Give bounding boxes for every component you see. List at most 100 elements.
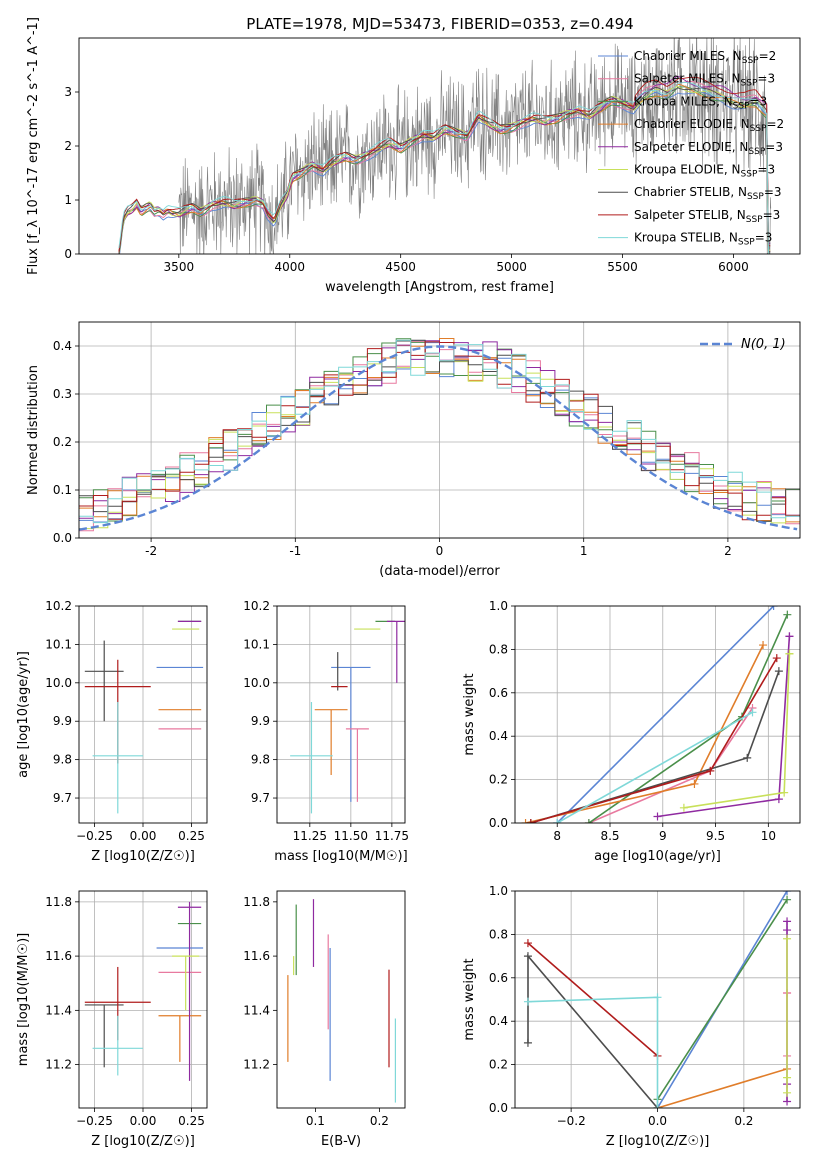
series-line: [656, 899, 788, 1100]
errorbar-point: [158, 1015, 202, 1062]
legend-label-sub: SSP: [748, 147, 765, 157]
errorbar-point: [290, 702, 333, 814]
x-tick-label: 6000: [718, 260, 749, 274]
plot-area: [287, 899, 396, 1103]
legend-label-suffix: =2: [766, 117, 784, 131]
y-tick-label: 1.0: [489, 884, 508, 898]
y-tick-label: 0.4: [489, 729, 508, 743]
y-tick-label: 0.6: [489, 686, 508, 700]
x-tick-label: 11.50: [334, 829, 368, 843]
series-marker: [783, 934, 792, 943]
y-tick-label: 3: [64, 85, 72, 99]
legend-label-text: Chabrier MILES, N: [634, 49, 742, 63]
series-marker: [783, 891, 792, 895]
x-tick-label: 11.75: [375, 829, 409, 843]
errorbar-point: [92, 1015, 143, 1076]
spectrum-model-line: [118, 86, 771, 254]
y-axis-label: age [log10(age/yr)]: [16, 651, 31, 778]
spectrum-model-line: [118, 82, 771, 254]
series-marker: [783, 917, 792, 926]
legend-label-sub: SSP: [747, 192, 764, 202]
series-marker: [783, 1088, 792, 1097]
plot-area: [290, 620, 405, 814]
legend-label-sub: SSP: [741, 79, 758, 89]
legend-label-text: Salpeter ELODIE, N: [634, 140, 748, 154]
histogram-step-line: [79, 339, 800, 524]
series-marker: [783, 1073, 792, 1082]
legend-label-suffix: =3: [750, 94, 768, 108]
y-tick-label: 0.0: [489, 1101, 508, 1115]
axes-frame: [78, 37, 801, 255]
legend-label-suffix: =3: [755, 231, 773, 245]
x-axis-label: Z [log10(Z/Z☉)]: [91, 1134, 195, 1149]
series-marker: [523, 997, 532, 1006]
histogram-step-line: [79, 339, 800, 522]
x-tick-label: 8: [553, 829, 561, 843]
x-tick-label: 0.1: [306, 1114, 325, 1128]
legend-label: Chabrier ELODIE, NSSP=2: [634, 117, 784, 134]
x-axis-label: (data-model)/error: [379, 564, 500, 579]
y-tick-label: 10.1: [243, 637, 270, 651]
y-tick-label: 9.9: [251, 714, 270, 728]
legend-label-text: Kroupa STELIB, N: [634, 231, 738, 245]
legend-label: Chabrier MILES, NSSP=2: [634, 49, 776, 66]
legend-label-suffix: =3: [757, 163, 775, 177]
series-marker: [690, 779, 699, 788]
series-marker: [783, 926, 792, 935]
x-axis-label: wavelength [Angstrom, rest frame]: [325, 280, 554, 295]
legend-label-suffix: =2: [759, 49, 777, 63]
x-tick-label: −0.25: [76, 1114, 113, 1128]
y-tick-label: 11.4: [45, 1003, 72, 1017]
plot-area: [84, 620, 204, 814]
x-tick-label: 9: [659, 829, 667, 843]
x-tick-label: −0.25: [76, 829, 113, 843]
legend-label-suffix: =3: [765, 140, 783, 154]
legend-label: Salpeter STELIB, NSSP=3: [634, 208, 780, 225]
series-marker: [584, 819, 593, 823]
legend-label-sub: SSP: [750, 124, 767, 134]
y-tick-label: 0.6: [489, 971, 508, 985]
y-axis-label: Normed distribution: [26, 365, 41, 495]
series-marker: [783, 895, 792, 904]
y-tick-label: 11.8: [45, 895, 72, 909]
legend-label-text: Chabrier ELODIE, N: [634, 117, 750, 131]
y-tick-label: 1.0: [489, 599, 508, 613]
legend-label-sub: SSP: [738, 238, 755, 248]
series-marker: [553, 819, 562, 823]
series-marker: [748, 708, 757, 717]
series-marker: [783, 610, 792, 619]
series-line: [657, 1068, 788, 1108]
y-tick-label: 0.2: [53, 435, 72, 449]
y-tick-label: 0.2: [489, 1058, 508, 1072]
y-tick-label: 0.8: [489, 927, 508, 941]
axes-residual: -2 -1 0 1 2 0.0 0.1 0.2 0.3 0.4 (data-model)/error…: [26, 321, 801, 579]
legend-label: Salpeter MILES, NSSP=3: [634, 72, 775, 89]
x-tick-label: 8.5: [600, 829, 619, 843]
errorbar-point: [84, 1004, 124, 1068]
series-marker: [679, 803, 688, 812]
series-marker: [653, 993, 662, 1002]
series-marker: [653, 812, 662, 821]
x-tick-label: 0.00: [130, 1114, 157, 1128]
errorbar-point: [345, 728, 369, 802]
axes-spectrum: 3500 4000 4500 5000 5500 6000 0 1 2 3 wavelength […: [26, 17, 801, 295]
series-marker: [743, 753, 752, 762]
series-line: [527, 953, 659, 1108]
histogram-step-line: [79, 341, 800, 521]
x-tick-label: 0.00: [130, 829, 157, 843]
legend-label-suffix: =3: [757, 72, 775, 86]
axes-mass_vs_Z: −0.25 0.00 0.25 11.2 11.4 11.6 11.8 Z [log10(Z/…: [16, 890, 208, 1149]
axes-frame: [514, 605, 801, 824]
y-tick-label: 9.8: [53, 753, 72, 767]
y-tick-label: 0: [64, 247, 72, 261]
legend-label: Kroupa STELIB, NSSP=3: [634, 231, 772, 248]
legend-label-sub: SSP: [746, 215, 763, 225]
series-marker: [526, 819, 535, 823]
x-tick-label: 1: [580, 544, 588, 558]
y-tick-label: 0.4: [53, 339, 72, 353]
axes-age_vs_mass: 11.25 11.50 11.75 9.7 9.8 9.9 10.0 10.1 10.2 mass…: [243, 599, 409, 864]
series-marker: [774, 795, 783, 804]
x-axis-label: age [log10(age/yr)]: [594, 849, 721, 864]
legend-label-suffix: =3: [763, 208, 781, 222]
